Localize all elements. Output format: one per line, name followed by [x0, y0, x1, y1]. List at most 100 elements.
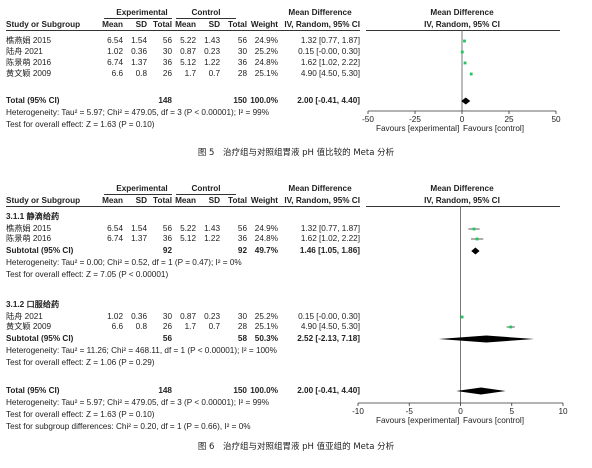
ctl-sd: 0.7	[208, 322, 220, 331]
ctl-sd: 1.22	[204, 58, 220, 67]
exp-mean: 6.74	[107, 58, 123, 67]
method-plot-header: IV, Random, 95% CI	[424, 196, 500, 205]
ctl-sd: 0.23	[204, 312, 220, 321]
sd-col-header: SD	[208, 20, 220, 29]
total-label: Total (95% CI)	[6, 386, 60, 395]
control-header: Control	[191, 184, 221, 193]
exp-total: 56	[162, 224, 172, 233]
subtotal-diamond	[471, 247, 480, 255]
exp-sd: 1.54	[131, 224, 147, 233]
pooled-diamond	[456, 387, 506, 395]
study-name: 黄文颖 2009	[6, 69, 52, 78]
study-name: 陆舟 2021	[6, 47, 43, 56]
md-ci: 1.62 [1.02, 2.22]	[300, 234, 360, 243]
subtotal-weight: 49.7%	[254, 246, 278, 255]
mean-col-header: Mean	[102, 20, 123, 29]
ctl-sd: 0.7	[208, 69, 220, 78]
subgroup-2-title: 3.1.2 口服给药	[6, 300, 60, 309]
exp-total: 36	[162, 234, 172, 243]
ctl-total: 30	[237, 312, 247, 321]
ctl-sd: 1.43	[204, 224, 220, 233]
rule	[104, 18, 172, 19]
overall-effect-text: Test for overall effect: Z = 1.63 (P = 0…	[6, 410, 155, 419]
favours-control: Favours [control]	[463, 416, 524, 425]
ctl-sd: 1.22	[204, 234, 220, 243]
x-tick-label: -10	[352, 407, 364, 416]
ctl-mean: 0.87	[180, 312, 196, 321]
exp-mean: 6.54	[107, 224, 123, 233]
subtotal-ci: 2.52 [-2.13, 7.18]	[297, 334, 360, 343]
ctl-mean: 5.22	[180, 224, 196, 233]
x-tick-label: 0	[460, 115, 465, 124]
subgroup-differences-text: Test for subgroup differences: Chi² = 0.…	[6, 422, 251, 431]
method-col-header: IV, Random, 95% CI	[284, 196, 360, 205]
study-name: 樵燕娟 2015	[6, 224, 52, 233]
weight: 24.9%	[254, 36, 278, 45]
exp-sd: 1.54	[131, 36, 147, 45]
md-ci: 0.15 [-0.00, 0.30]	[298, 312, 360, 321]
exp-mean: 6.6	[111, 69, 123, 78]
method-col-header: IV, Random, 95% CI	[284, 20, 360, 29]
total-ci: 2.00 [-0.41, 4.40]	[297, 96, 360, 105]
exp-mean: 6.6	[111, 322, 123, 331]
x-tick-label: 0	[458, 407, 463, 416]
x-tick-label: 50	[551, 115, 561, 124]
method-plot-header: IV, Random, 95% CI	[424, 20, 500, 29]
rule	[176, 18, 236, 19]
mean-col-header: Mean	[102, 196, 123, 205]
exp-total: 30	[162, 312, 172, 321]
total-ci: 2.00 [-0.41, 4.40]	[297, 386, 360, 395]
experimental-header: Experimental	[116, 8, 168, 17]
md-ci: 1.32 [0.77, 1.87]	[300, 224, 360, 233]
total-exp-n: 148	[158, 96, 172, 105]
subtotal-exp-n: 92	[162, 246, 172, 255]
heterogeneity-text: Heterogeneity: Tau² = 5.97; Chi² = 479.0…	[6, 398, 270, 407]
exp-sd: 0.8	[135, 69, 147, 78]
x-tick-label: -25	[409, 115, 421, 124]
sd-col-header: SD	[208, 196, 220, 205]
study-marker	[472, 227, 476, 231]
overall-effect-text: Test for overall effect: Z = 1.63 (P = 0…	[6, 120, 155, 129]
study-marker	[509, 325, 513, 329]
mean-col-header: Mean	[175, 20, 196, 29]
md-ci: 1.62 [1.02, 2.22]	[300, 58, 360, 67]
rule	[176, 194, 236, 195]
subtotal-label: Subtotal (95% CI)	[6, 334, 74, 343]
ctl-total: 56	[237, 36, 247, 45]
subtotal-label: Subtotal (95% CI)	[6, 246, 74, 255]
subgroup-1-heterogeneity: Heterogeneity: Tau² = 0.00; Chi² = 0.52,…	[6, 258, 242, 267]
exp-sd: 0.36	[131, 47, 147, 56]
ctl-sd: 0.23	[204, 47, 220, 56]
experimental-header: Experimental	[116, 184, 168, 193]
x-tick-label: -5	[406, 407, 414, 416]
header-rule	[366, 30, 560, 31]
total-col-header: Total	[153, 196, 172, 205]
total-ctl-n: 150	[233, 96, 247, 105]
study-marker	[463, 39, 466, 43]
exp-mean: 1.02	[107, 47, 123, 56]
md-header-plot: Mean Difference	[430, 8, 494, 17]
study-name: 黄文颖 2009	[6, 322, 52, 331]
total-label: Total (95% CI)	[6, 96, 60, 105]
weight: 24.8%	[254, 234, 278, 243]
total-weight: 100.0%	[250, 386, 278, 395]
subtotal-diamond	[438, 335, 535, 343]
study-col-header: Study or Subgroup	[6, 20, 81, 29]
total-weight: 100.0%	[250, 96, 278, 105]
header-rule	[366, 206, 560, 207]
figure-6-caption: 图 6 治疗组与对照组胃液 pH 值亚组的 Meta 分析	[197, 442, 395, 452]
ctl-total: 28	[237, 322, 247, 331]
exp-sd: 0.8	[135, 322, 147, 331]
study-marker	[463, 61, 467, 65]
x-tick-label: 10	[558, 407, 568, 416]
weight-col-header: Weight	[250, 196, 278, 205]
ctl-total: 56	[237, 224, 247, 233]
exp-mean: 6.54	[107, 36, 123, 45]
study-name: 陈景萌 2016	[6, 234, 52, 243]
ctl-mean: 1.7	[184, 69, 196, 78]
pooled-diamond	[461, 97, 471, 105]
subtotal-ci: 1.46 [1.05, 1.86]	[299, 246, 360, 255]
md-header: Mean Difference	[288, 8, 352, 17]
favours-experimental: Favours [experimental]	[376, 416, 460, 425]
exp-sd: 1.37	[131, 234, 147, 243]
